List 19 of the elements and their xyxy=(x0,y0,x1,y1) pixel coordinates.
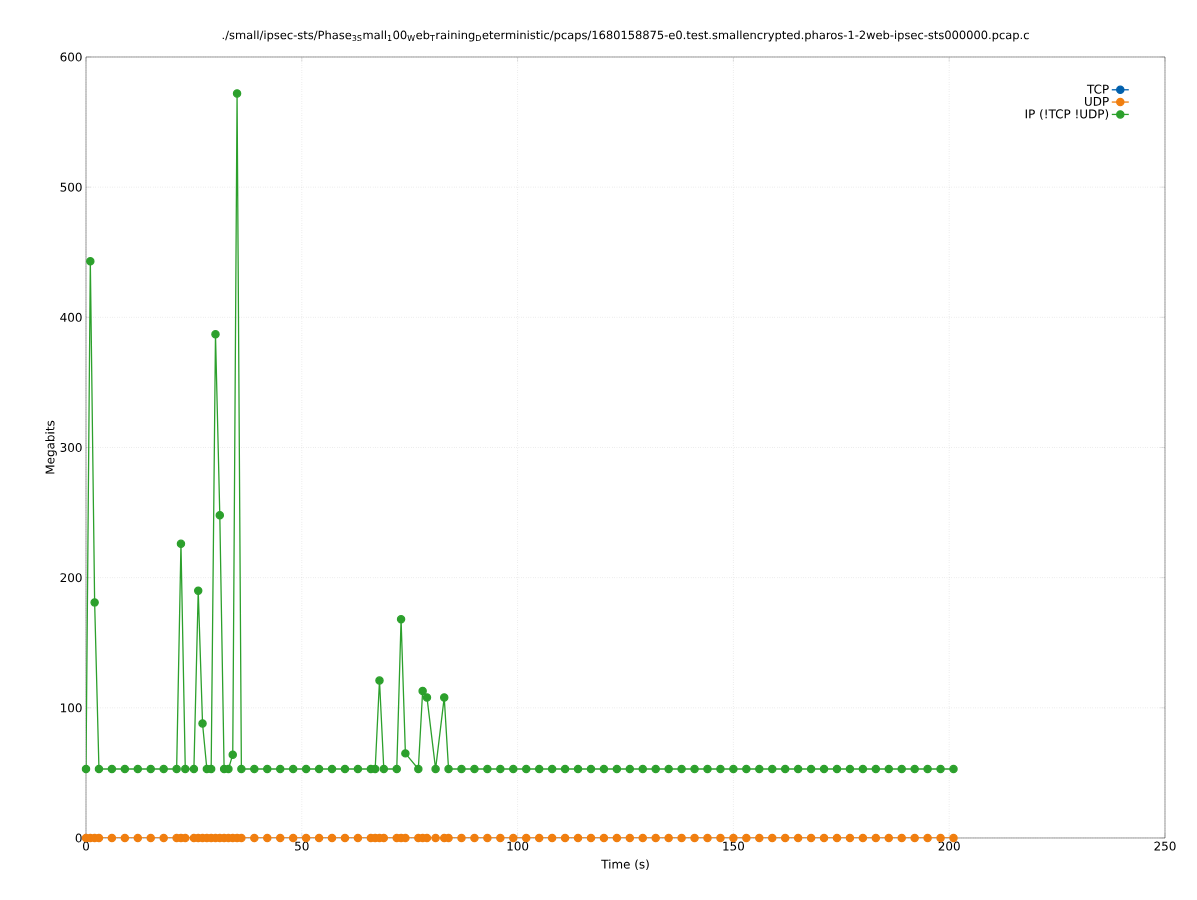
legend-label: TCP xyxy=(1086,84,1109,94)
legend-label: IP (!TCP !UDP) xyxy=(1025,109,1109,120)
x-tick-label: 200 xyxy=(938,841,960,851)
x-axis-title: Time (s) xyxy=(601,859,649,871)
legend-label: UDP xyxy=(1085,96,1109,106)
y-tick-label: 600 xyxy=(60,52,82,62)
y-tick-label: 500 xyxy=(60,182,82,192)
chart-title: ./small/ipsec-sts/Phase$_{3S}$mall$_{1}$00$_{W}$eb$_{T}$raining$_{D}$eterministic/pcaps/1680158875-e0.test.smallencrypted.pharos-1-2web-ipsec-sts000000.pcap.c xyxy=(222,30,1029,42)
y-tick-label: 400 xyxy=(60,312,82,322)
y-axis-title: Megabits xyxy=(45,420,57,474)
y-tick-label: 200 xyxy=(60,573,82,583)
x-tick-label: 100 xyxy=(507,841,529,851)
y-tick-label: 0 xyxy=(75,833,82,843)
x-tick-label: 50 xyxy=(295,841,309,851)
x-tick-label: 250 xyxy=(1154,841,1176,851)
y-tick-label: 100 xyxy=(60,703,82,713)
x-tick-label: 0 xyxy=(82,841,90,851)
y-tick-label: 300 xyxy=(60,442,82,453)
x-tick-label: 150 xyxy=(723,841,745,851)
